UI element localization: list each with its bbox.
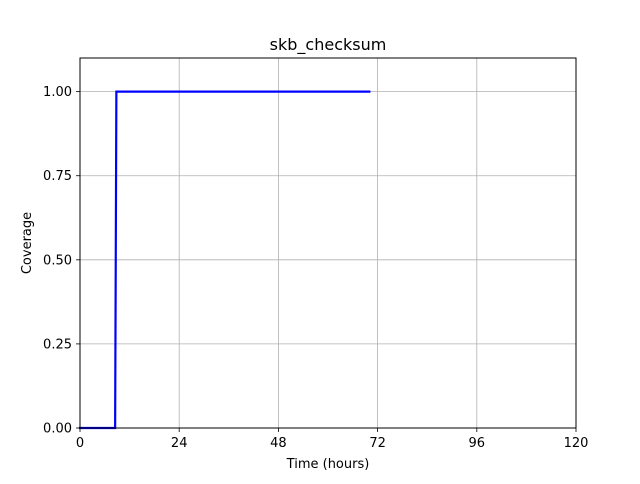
y-axis-ticks: 0.00 0.25 0.50 0.75 1.00 [43,85,80,437]
y-tick-label: 0.75 [43,169,72,184]
x-tick-label: 24 [171,436,188,451]
y-tick-label: 0.00 [43,422,72,437]
y-tick-label: 0.25 [43,337,72,352]
x-axis-ticks: 0 24 48 72 96 120 [76,428,589,451]
x-tick-label: 96 [469,436,486,451]
chart-title: skb_checksum [270,35,387,55]
x-tick-label: 72 [369,436,386,451]
x-tick-label: 0 [76,436,84,451]
x-tick-label: 120 [564,436,589,451]
y-axis-label: Coverage [20,212,35,274]
x-tick-label: 48 [270,436,287,451]
plot-frame [79,57,577,429]
y-tick-label: 1.00 [43,85,72,100]
x-axis-label: Time (hours) [286,457,370,472]
y-tick-label: 0.50 [43,253,72,268]
